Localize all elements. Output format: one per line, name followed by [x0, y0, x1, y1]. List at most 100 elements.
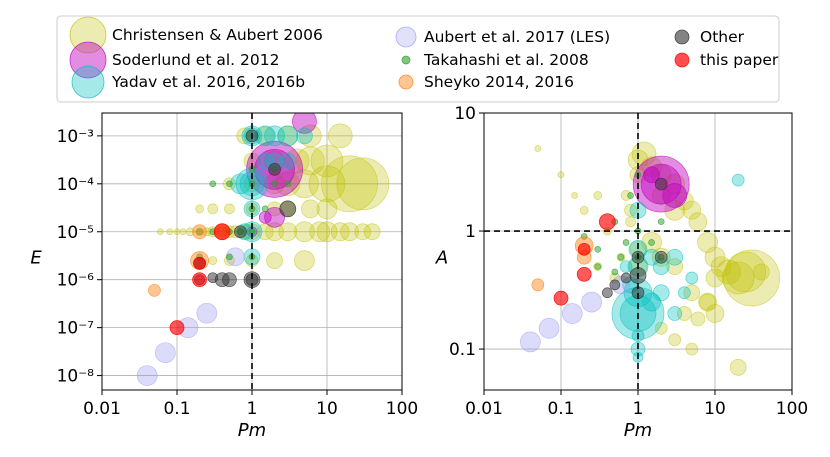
point-takahashi-et-al-2008: [209, 180, 217, 188]
point-other: [654, 250, 668, 264]
point-soderlund-et-al-2012: [662, 183, 688, 208]
point-christensen-aubert-2006: [266, 252, 283, 269]
point-christensen-aubert-2006: [625, 216, 636, 228]
x-tick-label: 100: [776, 399, 808, 419]
point-takahashi-et-al-2008: [594, 245, 602, 253]
point-christensen-aubert-2006: [208, 256, 218, 265]
point-christensen-aubert-2006: [316, 221, 338, 243]
point-christensen-aubert-2006: [654, 321, 668, 335]
point-takahashi-et-al-2008: [627, 192, 634, 199]
point-this-paper: [192, 272, 207, 288]
point-christensen-aubert-2006: [624, 203, 637, 217]
legend-label-other: Other: [700, 28, 745, 46]
point-christensen-aubert-2006: [179, 228, 187, 236]
point-soderlund-et-al-2012: [292, 113, 317, 134]
point-this-paper: [213, 223, 231, 241]
point-takahashi-et-al-2008: [226, 253, 233, 261]
point-takahashi-et-al-2008: [261, 205, 269, 213]
x-tick-label: 1: [247, 399, 258, 419]
point-christensen-aubert-2006: [294, 250, 315, 271]
series-christensen-aubert-2006: [157, 123, 390, 271]
point-this-paper: [553, 290, 569, 306]
point-aubert-et-al-2017-les: [581, 291, 602, 313]
point-christensen-aubert-2006: [278, 222, 298, 242]
point-takahashi-et-al-2008: [611, 268, 619, 276]
point-other: [279, 200, 297, 218]
point-takahashi-et-al-2008: [657, 218, 665, 226]
y-tick-label: 0.1: [449, 340, 476, 360]
point-aubert-et-al-2017-les: [196, 302, 218, 324]
point-christensen-aubert-2006: [729, 359, 747, 376]
point-christensen-aubert-2006: [321, 155, 378, 213]
point-christensen-aubert-2006: [579, 205, 589, 215]
point-christensen-aubert-2006: [354, 223, 372, 241]
point-yadav-et-al-2016-2016b: [256, 152, 274, 170]
point-aubert-et-al-2017-les: [538, 317, 560, 339]
point-yadav-et-al-2016-2016b: [678, 286, 691, 300]
point-christensen-aubert-2006: [705, 304, 725, 323]
legend-label-takahashi-et-al-2008: Takahashi et al. 2008: [423, 51, 589, 69]
point-this-paper: [576, 266, 592, 282]
point-takahashi-et-al-2008: [196, 228, 203, 236]
point-christensen-aubert-2006: [207, 203, 219, 215]
point-christensen-aubert-2006: [682, 200, 702, 220]
legend-marker-aubert-et-al-2017-les: [395, 26, 417, 48]
point-christensen-aubert-2006: [675, 191, 694, 211]
x-tick-label: 1: [633, 399, 644, 419]
point-christensen-aubert-2006: [294, 221, 315, 243]
point-christensen-aubert-2006: [265, 222, 284, 242]
panel-e-vs-pm: 0.01 0.1 1 10 100 10⁻⁸ 10⁻⁷ 10⁻⁶ 10⁻⁵ 10⁻⁴ 10⁻³ Pm E: [30, 112, 418, 441]
point-christensen-aubert-2006: [688, 212, 708, 232]
point-christensen-aubert-2006: [316, 198, 338, 220]
series-aubert-et-al-2017-les: [136, 247, 245, 386]
point-this-paper: [169, 320, 185, 335]
point-christensen-aubert-2006: [195, 204, 204, 214]
legend-label-sheyko-2014-2016: Sheyko 2014, 2016: [424, 73, 574, 91]
points-a: [520, 141, 781, 376]
legend-label-yadav-et-al-2016-2016b: Yadav et al. 2016, 2016b: [111, 73, 305, 91]
point-yadav-et-al-2016-2016b: [666, 248, 684, 266]
point-christensen-aubert-2006: [593, 191, 603, 200]
point-christensen-aubert-2006: [327, 123, 353, 149]
point-yadav-et-al-2016-2016b: [279, 152, 297, 170]
x-tick-label: 10: [704, 399, 726, 419]
legend-label-aubert-et-al-2017-les: Aubert et al. 2017 (LES): [424, 28, 610, 46]
point-other: [222, 272, 237, 288]
point-christensen-aubert-2006: [666, 258, 684, 275]
point-takahashi-et-al-2008: [594, 263, 602, 270]
point-christensen-aubert-2006: [685, 342, 699, 356]
point-christensen-aubert-2006: [224, 203, 235, 215]
point-christensen-aubert-2006: [753, 263, 770, 281]
point-aubert-et-al-2017-les: [155, 342, 176, 364]
x-tick-label: 0.01: [83, 399, 121, 419]
y-tick-label: 10⁻⁸: [57, 367, 95, 387]
point-sheyko-2014-2016: [531, 278, 545, 292]
y-tick-label: 10⁻⁷: [57, 319, 95, 339]
legend-label-this-paper: this paper: [700, 51, 779, 69]
legend: Christensen & Aubert 2006 Soderlund et al…: [56, 15, 780, 103]
point-takahashi-et-al-2008: [622, 239, 630, 246]
point-takahashi-et-al-2008: [271, 180, 278, 188]
x-axis-label-e: Pm: [238, 420, 266, 441]
point-aubert-et-al-2017-les: [136, 365, 158, 386]
point-other: [602, 287, 613, 299]
point-other: [620, 272, 632, 284]
point-christensen-aubert-2006: [699, 293, 716, 311]
series-this-paper: [553, 213, 616, 306]
point-sheyko-2014-2016: [148, 283, 161, 297]
point-sheyko-2014-2016: [192, 224, 207, 240]
x-tick-label: 0.1: [547, 399, 574, 419]
point-yadav-et-al-2016-2016b: [642, 292, 661, 312]
legend-marker-yadav-et-al-2016-2016b: [71, 65, 105, 99]
point-takahashi-et-al-2008: [648, 239, 655, 246]
point-other: [268, 163, 281, 176]
point-other: [609, 279, 621, 291]
point-christensen-aubert-2006: [716, 259, 741, 285]
point-yadav-et-al-2016-2016b: [619, 260, 633, 273]
y-tick-label: 1: [465, 222, 476, 242]
point-christensen-aubert-2006: [166, 228, 174, 236]
legend-marker-sheyko-2014-2016: [398, 74, 414, 90]
legend-frame: [56, 15, 780, 103]
point-christensen-aubert-2006: [668, 333, 682, 347]
points-e: [136, 113, 390, 386]
